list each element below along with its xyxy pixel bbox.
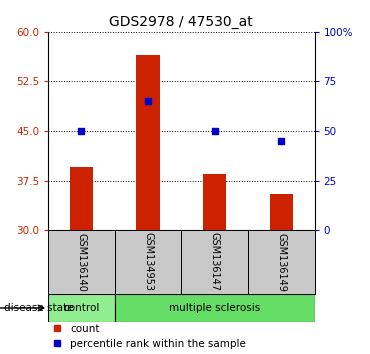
Bar (115, 294, 314, 322)
Text: GSM134953: GSM134953 (143, 233, 153, 291)
Bar (115, 230, 181, 294)
Text: GSM136147: GSM136147 (209, 233, 220, 291)
Title: GDS2978 / 47530_at: GDS2978 / 47530_at (110, 16, 253, 29)
Bar (203, 174, 226, 230)
Legend: count, percentile rank within the sample: count, percentile rank within the sample (53, 324, 246, 349)
Bar (48, 294, 115, 322)
Point (212, 128, 218, 134)
Text: disease state: disease state (4, 303, 73, 313)
Point (278, 138, 284, 144)
Bar (269, 194, 293, 230)
Bar (181, 230, 248, 294)
Bar (70, 167, 93, 230)
Bar (248, 230, 314, 294)
Text: GSM136149: GSM136149 (276, 233, 286, 291)
Text: multiple sclerosis: multiple sclerosis (169, 303, 260, 313)
Point (145, 98, 151, 104)
Point (78, 128, 84, 134)
Text: GSM136140: GSM136140 (76, 233, 87, 291)
Text: control: control (63, 303, 100, 313)
Bar (136, 55, 159, 230)
Bar (48, 230, 115, 294)
